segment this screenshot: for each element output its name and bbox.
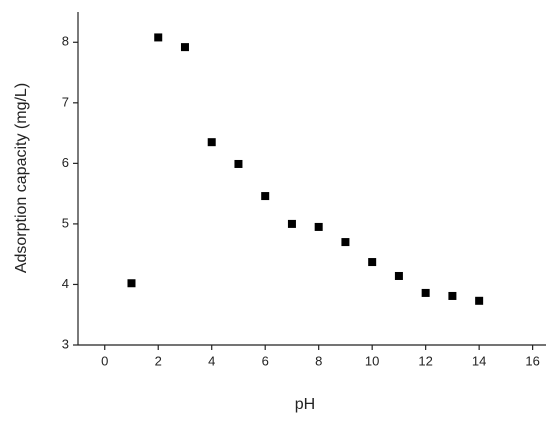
y-tick-label: 5 bbox=[62, 215, 69, 230]
data-point bbox=[475, 296, 484, 305]
data-point bbox=[234, 159, 243, 168]
x-tick-label: 12 bbox=[418, 353, 432, 368]
x-tick-label: 10 bbox=[365, 353, 379, 368]
x-tick-label: 14 bbox=[472, 353, 486, 368]
y-axis-label: Adsorption capacity (mg/L) bbox=[13, 83, 30, 273]
x-tick-label: 0 bbox=[101, 353, 108, 368]
data-point bbox=[180, 43, 189, 52]
data-point bbox=[394, 271, 403, 280]
data-point bbox=[127, 279, 136, 288]
data-point bbox=[341, 238, 350, 247]
y-tick-label: 7 bbox=[62, 94, 69, 109]
data-point bbox=[368, 258, 377, 267]
x-tick-label: 16 bbox=[525, 353, 539, 368]
data-point bbox=[421, 288, 430, 297]
y-tick-label: 8 bbox=[62, 34, 69, 49]
data-point bbox=[154, 33, 163, 42]
x-tick-label: 2 bbox=[155, 353, 162, 368]
data-point bbox=[261, 192, 270, 201]
data-point bbox=[207, 138, 216, 147]
y-tick-label: 3 bbox=[62, 336, 69, 351]
x-tick-label: 6 bbox=[262, 353, 269, 368]
data-point bbox=[314, 222, 323, 231]
x-tick-label: 8 bbox=[315, 353, 322, 368]
x-tick-label: 4 bbox=[208, 353, 215, 368]
y-tick-label: 4 bbox=[62, 276, 69, 291]
y-tick-label: 6 bbox=[62, 155, 69, 170]
x-axis-label: pH bbox=[295, 396, 315, 413]
data-point bbox=[287, 219, 296, 228]
data-point bbox=[448, 291, 457, 300]
